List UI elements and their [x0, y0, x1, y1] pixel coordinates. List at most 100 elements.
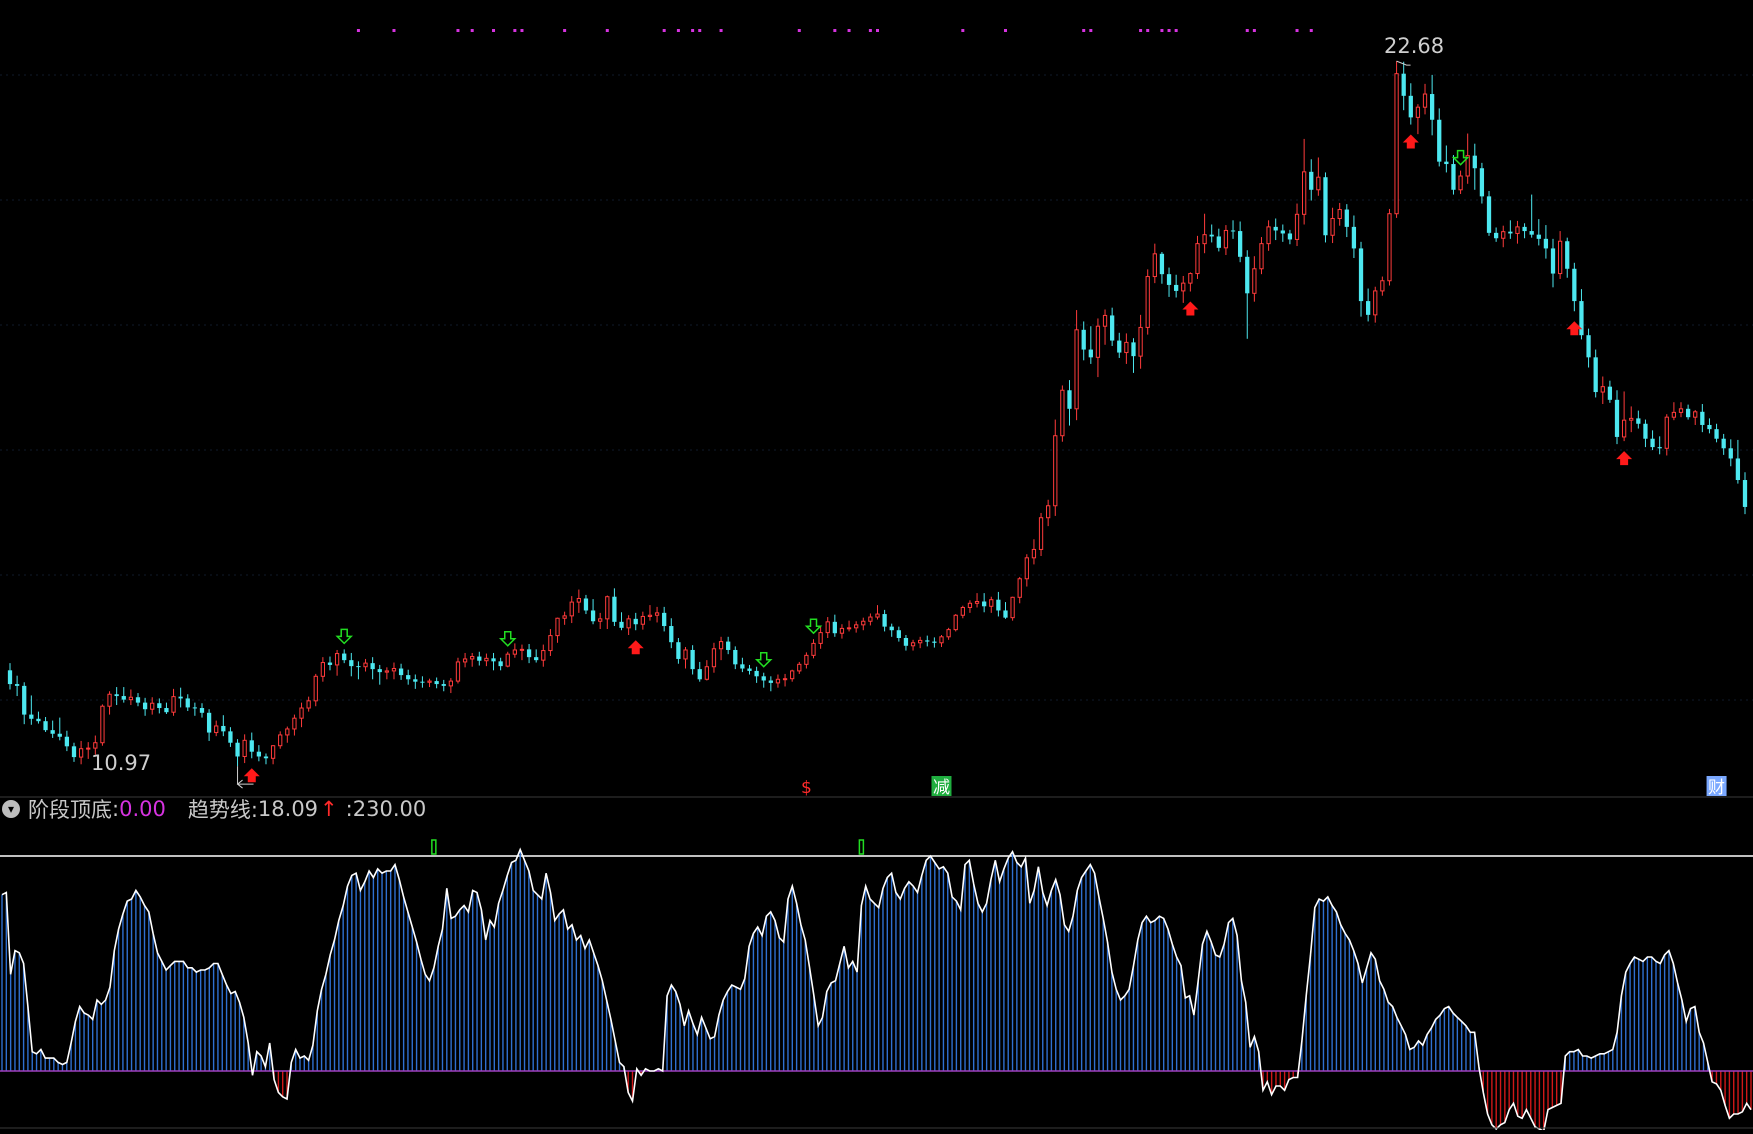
candle[interactable]	[1479, 162, 1485, 204]
candle[interactable]	[1238, 221, 1243, 263]
candle[interactable]	[1657, 436, 1662, 455]
candle[interactable]	[334, 649, 340, 676]
candle[interactable]	[548, 629, 553, 656]
candle[interactable]	[477, 651, 482, 666]
candle[interactable]	[235, 739, 240, 767]
candle[interactable]	[647, 605, 653, 621]
candle[interactable]	[1572, 262, 1577, 312]
candle[interactable]	[811, 639, 816, 659]
candle[interactable]	[662, 606, 667, 632]
candle[interactable]	[1188, 272, 1193, 292]
candle[interactable]	[171, 688, 176, 716]
candle[interactable]	[918, 636, 923, 649]
candle[interactable]	[1493, 227, 1499, 242]
candle[interactable]	[1095, 318, 1101, 378]
candle[interactable]	[327, 656, 333, 671]
candle[interactable]	[1138, 314, 1143, 369]
candle[interactable]	[43, 716, 48, 732]
candle[interactable]	[263, 753, 269, 765]
candle[interactable]	[839, 624, 845, 639]
candlestick-series[interactable]	[7, 61, 1748, 767]
candle[interactable]	[534, 649, 539, 663]
candle[interactable]	[1415, 104, 1421, 135]
candle[interactable]	[150, 697, 155, 715]
candle[interactable]	[455, 657, 461, 684]
candle[interactable]	[882, 609, 887, 632]
candle[interactable]	[164, 702, 169, 714]
candle[interactable]	[1074, 310, 1079, 421]
candle[interactable]	[1131, 338, 1136, 373]
candle[interactable]	[1472, 143, 1477, 190]
candle[interactable]	[142, 697, 148, 716]
candle[interactable]	[825, 617, 830, 638]
candle[interactable]	[441, 679, 446, 692]
candle[interactable]	[1230, 220, 1236, 239]
candle[interactable]	[1735, 439, 1741, 484]
candle[interactable]	[1195, 235, 1200, 279]
candle[interactable]	[1550, 238, 1556, 288]
candle[interactable]	[71, 742, 77, 762]
candle[interactable]	[320, 657, 326, 682]
candle[interactable]	[974, 593, 980, 608]
candle[interactable]	[868, 613, 873, 626]
candle[interactable]	[1102, 309, 1108, 345]
candle[interactable]	[889, 623, 894, 637]
candle[interactable]	[270, 745, 276, 765]
candle[interactable]	[1721, 433, 1726, 455]
candle[interactable]	[1152, 243, 1157, 284]
candle[interactable]	[470, 652, 475, 667]
candle[interactable]	[1067, 380, 1072, 426]
candle[interactable]	[939, 635, 944, 647]
candle[interactable]	[1209, 224, 1214, 243]
candle[interactable]	[1010, 596, 1015, 621]
candle[interactable]	[903, 635, 909, 651]
candle[interactable]	[1707, 418, 1712, 434]
candle[interactable]	[932, 637, 937, 648]
candle[interactable]	[711, 642, 717, 673]
candle[interactable]	[1174, 274, 1179, 298]
candle[interactable]	[598, 612, 603, 630]
candle[interactable]	[1060, 385, 1065, 442]
candle[interactable]	[1387, 208, 1392, 286]
candle[interactable]	[654, 606, 660, 623]
candle[interactable]	[1216, 228, 1221, 252]
candle[interactable]	[1543, 225, 1549, 259]
collapse-icon[interactable]: ▾	[2, 800, 20, 818]
event-marker[interactable]: 财	[1706, 776, 1727, 798]
candle[interactable]	[804, 652, 809, 669]
candle[interactable]	[946, 627, 951, 640]
candle[interactable]	[427, 678, 432, 688]
candle[interactable]	[1614, 390, 1620, 445]
candle[interactable]	[1529, 194, 1534, 238]
candle[interactable]	[135, 693, 141, 707]
candle[interactable]	[36, 711, 41, 724]
candle[interactable]	[1536, 219, 1541, 246]
candle[interactable]	[1031, 539, 1037, 565]
candle[interactable]	[242, 734, 247, 764]
candle[interactable]	[768, 676, 773, 692]
candle[interactable]	[349, 652, 354, 677]
candle[interactable]	[221, 715, 226, 737]
candle[interactable]	[1323, 172, 1328, 243]
candle[interactable]	[384, 667, 389, 680]
candle[interactable]	[1636, 410, 1641, 429]
candle[interactable]	[363, 658, 368, 672]
candle[interactable]	[1664, 414, 1669, 456]
event-marker[interactable]: 减	[931, 776, 952, 798]
candle[interactable]	[78, 740, 84, 765]
candle[interactable]	[484, 653, 489, 667]
candle[interactable]	[1565, 237, 1570, 278]
candle[interactable]	[1124, 333, 1129, 364]
candle[interactable]	[1380, 276, 1385, 296]
candle[interactable]	[1451, 155, 1456, 195]
candle[interactable]	[1621, 391, 1627, 442]
candle[interactable]	[1316, 157, 1321, 196]
candle[interactable]	[398, 663, 404, 680]
candle[interactable]	[740, 657, 745, 673]
candle[interactable]	[370, 657, 375, 680]
candle[interactable]	[1287, 229, 1293, 245]
candle[interactable]	[206, 709, 212, 741]
candle[interactable]	[107, 691, 112, 715]
candle[interactable]	[797, 661, 802, 674]
candle[interactable]	[854, 621, 859, 633]
